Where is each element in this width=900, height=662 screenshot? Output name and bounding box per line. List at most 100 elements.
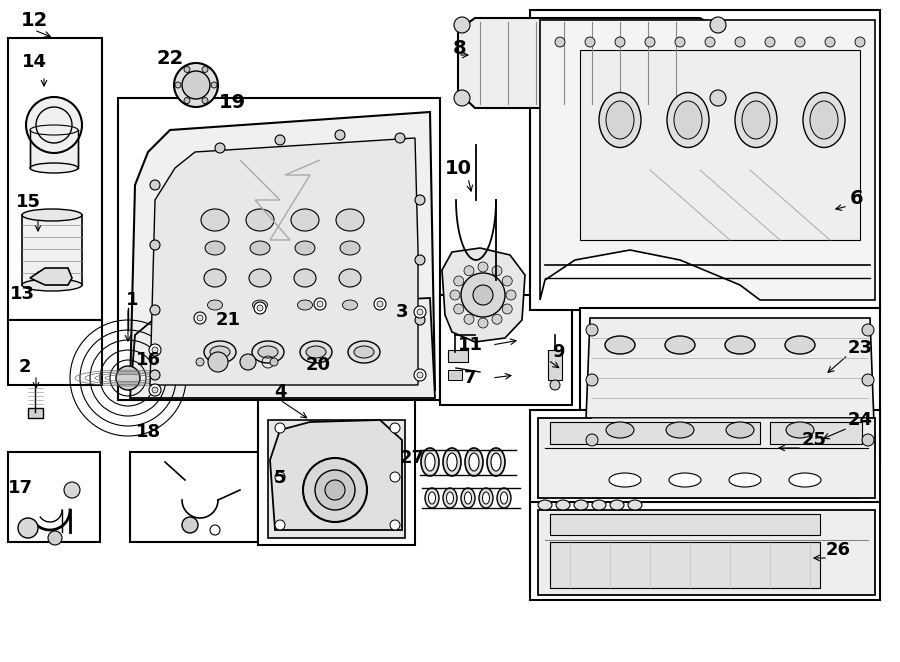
- Text: 6: 6: [850, 189, 864, 207]
- Ellipse shape: [785, 336, 815, 354]
- Circle shape: [150, 370, 160, 380]
- Ellipse shape: [609, 473, 641, 487]
- Ellipse shape: [447, 453, 457, 471]
- Bar: [538, 510, 875, 595]
- Text: 7: 7: [464, 369, 476, 387]
- Circle shape: [615, 37, 625, 47]
- Bar: [195, 350, 278, 375]
- Ellipse shape: [605, 336, 635, 354]
- Ellipse shape: [343, 300, 357, 310]
- Circle shape: [317, 301, 323, 307]
- Ellipse shape: [500, 492, 508, 504]
- Ellipse shape: [249, 269, 271, 287]
- Ellipse shape: [803, 93, 845, 148]
- Bar: [550, 514, 820, 535]
- Circle shape: [454, 17, 470, 33]
- Circle shape: [862, 434, 874, 446]
- Circle shape: [454, 276, 464, 286]
- Circle shape: [116, 366, 140, 390]
- Text: 11: 11: [457, 336, 482, 354]
- Circle shape: [390, 520, 400, 530]
- Text: 12: 12: [21, 11, 48, 30]
- Text: 15: 15: [15, 193, 40, 211]
- Polygon shape: [150, 138, 418, 385]
- Text: 10: 10: [445, 158, 472, 177]
- Ellipse shape: [295, 241, 315, 255]
- Bar: [8, 320, 102, 385]
- Ellipse shape: [300, 341, 332, 363]
- Ellipse shape: [250, 241, 270, 255]
- Circle shape: [415, 195, 425, 205]
- Circle shape: [208, 352, 228, 372]
- Text: 17: 17: [7, 479, 32, 497]
- Circle shape: [395, 133, 405, 143]
- Text: 21: 21: [215, 311, 240, 329]
- Circle shape: [586, 324, 598, 336]
- Ellipse shape: [22, 279, 82, 291]
- Ellipse shape: [443, 448, 461, 476]
- Bar: [580, 308, 880, 462]
- Text: 25: 25: [802, 431, 826, 449]
- Ellipse shape: [789, 473, 821, 487]
- Circle shape: [390, 472, 400, 482]
- Text: 16: 16: [136, 351, 160, 369]
- Ellipse shape: [348, 341, 380, 363]
- Circle shape: [64, 482, 80, 498]
- Circle shape: [202, 97, 208, 103]
- Bar: [530, 410, 880, 505]
- Circle shape: [196, 358, 204, 366]
- Ellipse shape: [487, 448, 505, 476]
- Ellipse shape: [30, 163, 78, 173]
- Circle shape: [675, 37, 685, 47]
- Circle shape: [18, 518, 38, 538]
- Ellipse shape: [464, 492, 472, 504]
- Polygon shape: [585, 318, 875, 455]
- Circle shape: [175, 82, 181, 88]
- Ellipse shape: [204, 341, 236, 363]
- Polygon shape: [270, 420, 402, 530]
- Ellipse shape: [443, 488, 457, 508]
- Circle shape: [550, 380, 560, 390]
- Text: 23: 23: [848, 339, 872, 357]
- Polygon shape: [30, 268, 72, 285]
- Ellipse shape: [726, 422, 754, 438]
- Bar: [530, 502, 880, 600]
- Bar: [130, 452, 258, 542]
- Ellipse shape: [610, 500, 624, 510]
- Bar: [770, 422, 862, 444]
- Ellipse shape: [298, 300, 312, 310]
- Circle shape: [478, 262, 488, 272]
- Circle shape: [862, 374, 874, 386]
- Bar: [580, 50, 860, 240]
- Circle shape: [240, 354, 256, 370]
- Text: 27: 27: [400, 449, 425, 467]
- Ellipse shape: [497, 488, 511, 508]
- Circle shape: [325, 480, 345, 500]
- Circle shape: [197, 315, 203, 321]
- Ellipse shape: [666, 422, 694, 438]
- Polygon shape: [130, 112, 435, 390]
- Bar: [30, 130, 78, 168]
- Circle shape: [705, 37, 715, 47]
- Circle shape: [270, 358, 278, 366]
- Polygon shape: [540, 20, 875, 300]
- Ellipse shape: [606, 422, 634, 438]
- Bar: [268, 420, 405, 538]
- Circle shape: [586, 434, 598, 446]
- Circle shape: [215, 143, 225, 153]
- Ellipse shape: [592, 500, 606, 510]
- Ellipse shape: [294, 269, 316, 287]
- Circle shape: [335, 130, 345, 140]
- Ellipse shape: [665, 336, 695, 354]
- Ellipse shape: [446, 492, 454, 504]
- Circle shape: [415, 315, 425, 325]
- Ellipse shape: [421, 448, 439, 476]
- Text: 24: 24: [848, 411, 872, 429]
- Circle shape: [555, 37, 565, 47]
- Ellipse shape: [729, 473, 761, 487]
- Circle shape: [254, 302, 266, 314]
- Bar: [530, 10, 880, 310]
- Text: 9: 9: [552, 343, 564, 361]
- Ellipse shape: [252, 341, 284, 363]
- Ellipse shape: [606, 101, 634, 139]
